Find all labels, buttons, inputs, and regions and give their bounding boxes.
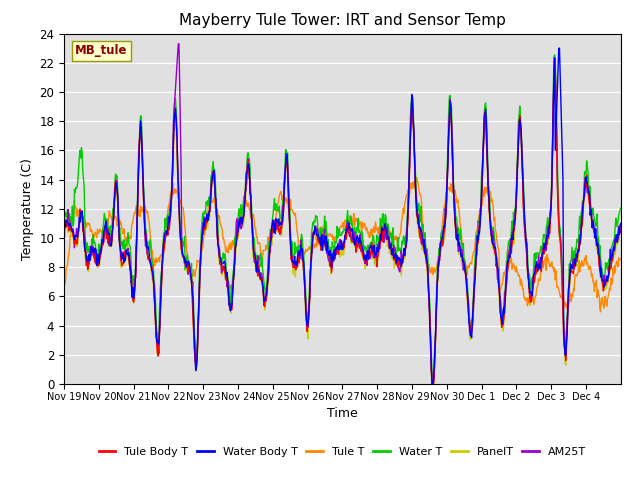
Water Body T [60, 221, 68, 227]
Water Body T [483, 142, 491, 148]
PanelT [551, 67, 559, 73]
Tule Body T [429, 381, 436, 387]
Water Body T [398, 261, 406, 266]
Water Body T [415, 223, 422, 228]
Tule Body T [60, 218, 68, 224]
Water T [398, 238, 406, 244]
Tule T [596, 309, 604, 315]
Tule Body T [551, 57, 559, 62]
Line: Water T: Water T [64, 55, 621, 383]
AM25T [429, 381, 436, 387]
Tule T [415, 190, 423, 195]
Tule Body T [383, 233, 391, 239]
PanelT [428, 381, 436, 387]
Tule Body T [398, 260, 406, 266]
Tule T [483, 184, 491, 190]
Water Body T [94, 252, 102, 258]
AM25T [541, 246, 548, 252]
Water T [383, 224, 391, 229]
Text: MB_tule: MB_tule [75, 44, 127, 57]
X-axis label: Time: Time [327, 407, 358, 420]
Water Body T [617, 221, 625, 227]
Tule T [94, 230, 102, 236]
Tule T [413, 175, 420, 180]
PanelT [540, 248, 548, 254]
PanelT [415, 229, 422, 235]
Line: Water Body T: Water Body T [64, 48, 621, 384]
Legend: Tule Body T, Water Body T, Tule T, Water T, PanelT, AM25T: Tule Body T, Water Body T, Tule T, Water… [94, 442, 591, 461]
AM25T [617, 224, 625, 230]
Tule T [383, 224, 391, 229]
Line: AM25T: AM25T [64, 44, 621, 384]
Tule T [617, 257, 625, 263]
Tule T [398, 217, 406, 223]
Y-axis label: Temperature (C): Temperature (C) [20, 158, 34, 260]
Water T [94, 250, 102, 255]
Water T [551, 52, 559, 58]
AM25T [384, 234, 392, 240]
PanelT [398, 263, 406, 269]
Water Body T [383, 236, 391, 242]
Water T [415, 200, 422, 206]
Tule Body T [617, 221, 625, 227]
Tule Body T [415, 223, 422, 229]
Water T [617, 205, 625, 211]
Water Body T [555, 45, 563, 51]
Tule Body T [540, 251, 548, 257]
PanelT [483, 151, 491, 156]
PanelT [617, 228, 625, 234]
Water T [483, 130, 491, 136]
Water Body T [540, 240, 548, 246]
AM25T [415, 225, 423, 230]
Water T [540, 231, 548, 237]
Water T [60, 219, 68, 225]
Tule Body T [483, 142, 491, 148]
Line: PanelT: PanelT [64, 70, 621, 384]
Tule T [540, 258, 548, 264]
Water Body T [428, 381, 436, 387]
Line: Tule T: Tule T [64, 178, 621, 312]
PanelT [94, 260, 102, 266]
AM25T [60, 222, 68, 228]
PanelT [60, 226, 68, 231]
Tule T [60, 284, 68, 290]
Water T [429, 380, 436, 385]
Title: Mayberry Tule Tower: IRT and Sensor Temp: Mayberry Tule Tower: IRT and Sensor Temp [179, 13, 506, 28]
Line: Tule Body T: Tule Body T [64, 60, 621, 384]
Tule Body T [94, 263, 102, 269]
AM25T [399, 260, 406, 265]
PanelT [383, 244, 391, 250]
AM25T [484, 168, 492, 174]
AM25T [175, 41, 182, 47]
AM25T [94, 257, 102, 263]
